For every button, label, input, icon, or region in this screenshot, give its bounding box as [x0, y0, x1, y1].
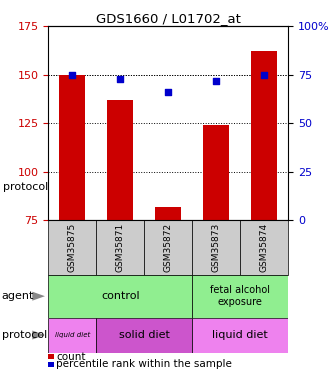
Text: agent: agent	[2, 291, 34, 301]
Bar	[203, 125, 229, 220]
Point	[213, 78, 219, 84]
Bar	[240, 220, 288, 275]
Bar	[107, 100, 134, 220]
Bar	[192, 318, 288, 352]
Point	[166, 89, 171, 95]
Bar	[192, 275, 288, 318]
Text: GSM35875: GSM35875	[68, 223, 77, 272]
Bar	[144, 220, 192, 275]
Text: liquid diet: liquid diet	[212, 330, 268, 340]
Point	[70, 72, 75, 78]
Text: fetal alcohol
exposure: fetal alcohol exposure	[210, 285, 270, 307]
Text: control: control	[101, 291, 140, 301]
Text: protocol: protocol	[3, 183, 49, 192]
Text: GSM35871: GSM35871	[116, 223, 125, 272]
Text: GSM35873: GSM35873	[211, 223, 221, 272]
Bar	[48, 318, 96, 352]
Text: GSM35874: GSM35874	[259, 223, 269, 272]
Text: GSM35872: GSM35872	[164, 223, 173, 272]
Bar	[59, 75, 86, 220]
Text: protocol: protocol	[2, 330, 47, 340]
Bar	[155, 207, 181, 220]
Text: liquid diet: liquid diet	[55, 332, 90, 338]
Text: percentile rank within the sample: percentile rank within the sample	[56, 359, 232, 369]
Text: count: count	[56, 352, 86, 362]
Bar	[251, 51, 277, 220]
Point	[118, 76, 123, 82]
Bar	[192, 220, 240, 275]
Bar	[48, 275, 192, 318]
Title: GDS1660 / L01702_at: GDS1660 / L01702_at	[96, 12, 241, 25]
Text: solid diet: solid diet	[119, 330, 169, 340]
Bar	[48, 220, 96, 275]
Bar	[96, 318, 192, 352]
Point	[261, 72, 267, 78]
Bar	[96, 220, 144, 275]
